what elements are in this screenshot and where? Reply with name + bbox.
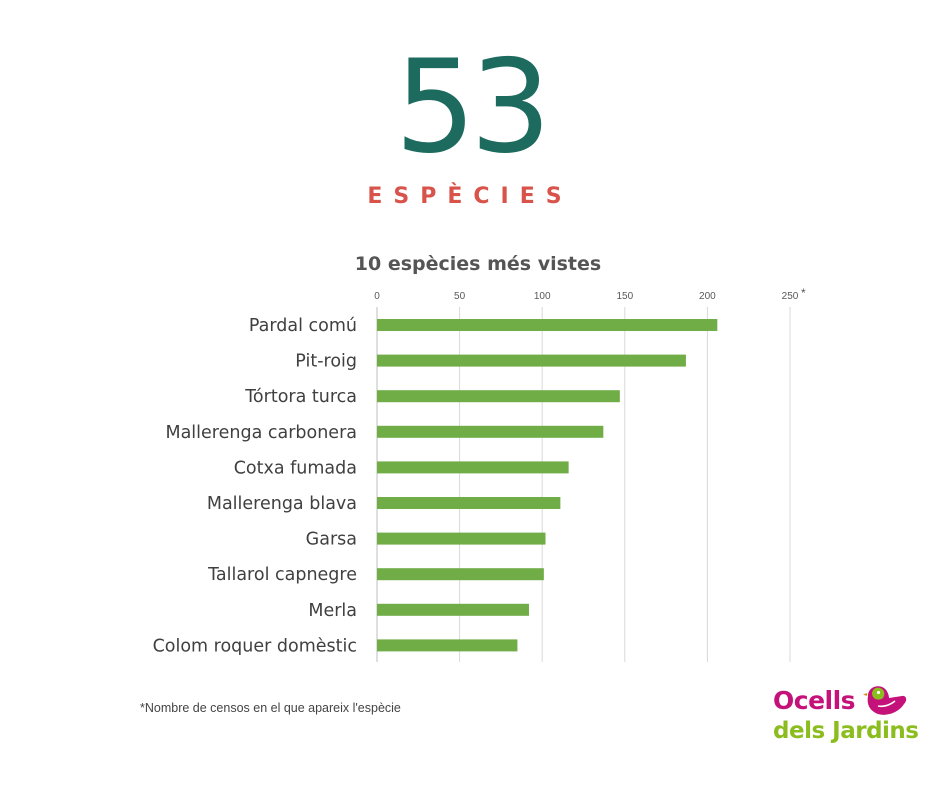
logo-text-ocells: Ocells (773, 686, 856, 715)
bar (377, 461, 569, 474)
category-label: Cotxa fumada (234, 458, 357, 478)
x-tick-label: 200 (699, 291, 716, 302)
category-label: Garsa (306, 530, 357, 550)
axis-note: * (801, 286, 806, 300)
bar (377, 319, 718, 331)
category-label: Mallerenga blava (207, 494, 357, 514)
footnote: *Nombre de censos en el que apareix l'es… (140, 701, 401, 715)
category-label: Tallarol capnegre (207, 565, 357, 585)
bar (377, 603, 529, 616)
bar (377, 390, 620, 403)
bar (377, 532, 546, 545)
x-tick-label: 150 (616, 291, 633, 302)
category-label: Colom roquer domèstic (153, 636, 357, 656)
ocells-dels-jardins-logo: Ocells dels Jardins (770, 680, 920, 750)
category-label: Pardal comú (249, 316, 357, 336)
category-label: Mallerenga carbonera (165, 423, 357, 443)
x-tick-label: 0 (374, 291, 380, 302)
category-label: Tórtora turca (244, 387, 357, 407)
category-label: Merla (308, 601, 357, 621)
x-tick-label: 250 (782, 291, 799, 302)
bar (377, 639, 518, 652)
chart-title: 10 espècies més vistes (354, 253, 602, 275)
bar-chart: 0 50 100 150 200 250 * Pardal comú Pit-roig Tórto… (153, 286, 806, 662)
species-count: 53 (394, 33, 552, 182)
bar (377, 497, 561, 509)
logo-text-dels-jardins: dels Jardins (773, 718, 919, 744)
x-tick-label: 50 (454, 291, 466, 302)
bar (377, 425, 604, 438)
bar (377, 354, 686, 367)
bird-icon (863, 686, 907, 715)
species-label: ESPÈCIES (367, 184, 573, 209)
category-label: Pit-roig (295, 352, 357, 372)
bar (377, 568, 544, 581)
x-tick-label: 100 (534, 291, 551, 302)
